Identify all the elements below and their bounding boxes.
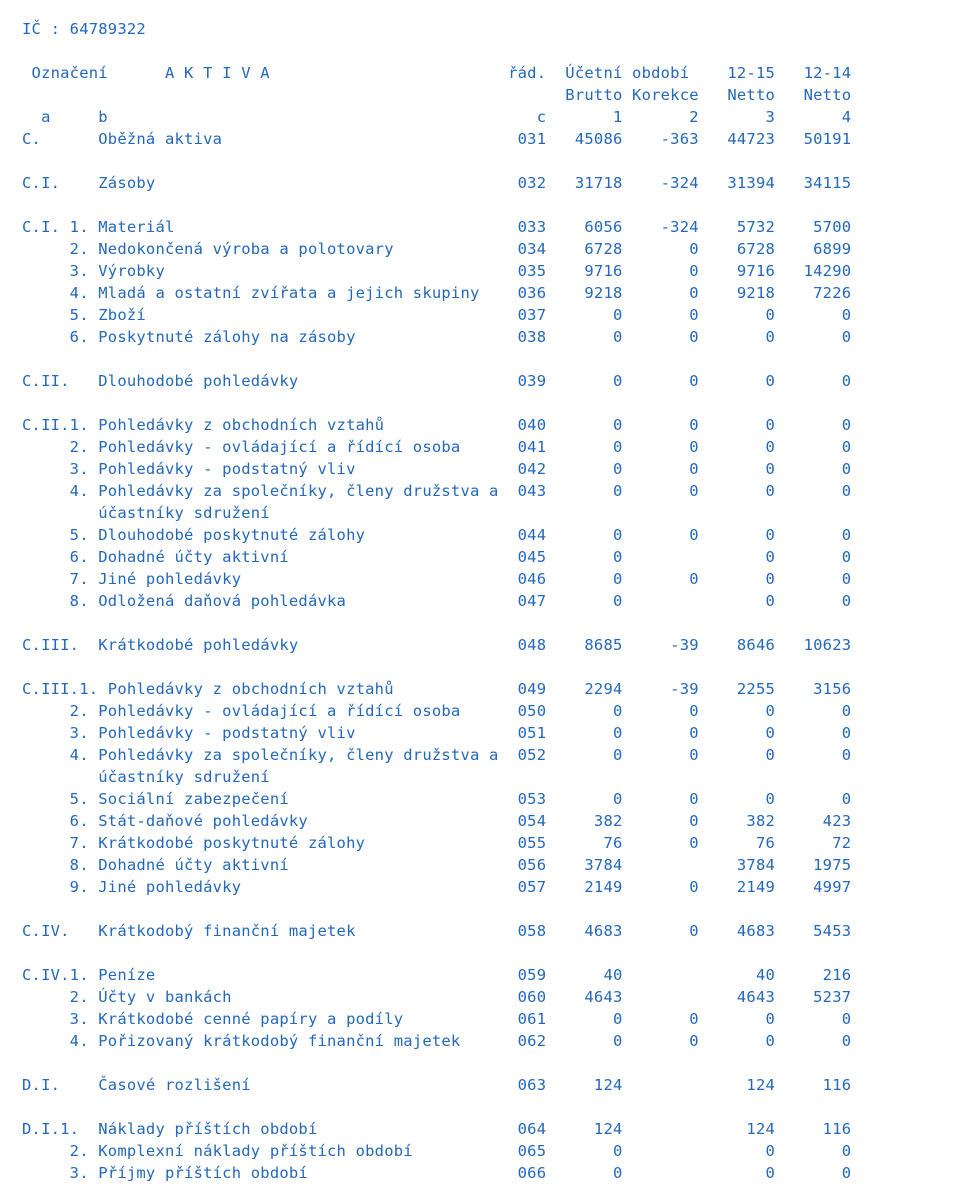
balance-sheet-document: IČ : 64789322 Označení A K T I V A řád. …	[22, 18, 938, 1184]
